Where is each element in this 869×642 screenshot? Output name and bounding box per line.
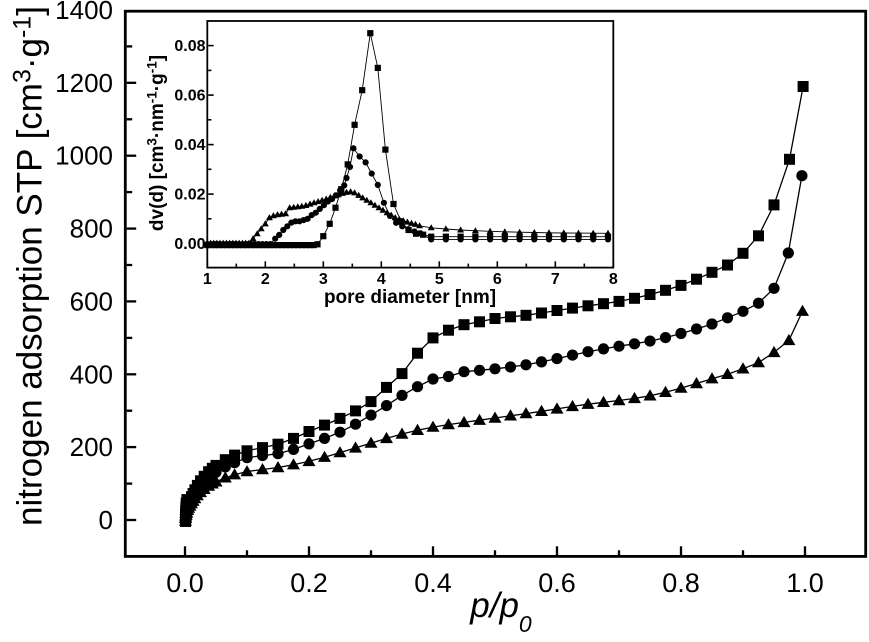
svg-text:1.0: 1.0 (786, 568, 824, 598)
svg-text:pore diameter [nm]: pore diameter [nm] (324, 287, 496, 308)
svg-text:1400: 1400 (55, 0, 113, 25)
svg-text:0.6: 0.6 (538, 568, 576, 598)
svg-text:8: 8 (609, 271, 618, 288)
svg-text:0.8: 0.8 (662, 568, 700, 598)
svg-text:0.04: 0.04 (174, 137, 205, 154)
svg-text:3: 3 (319, 271, 328, 288)
svg-text:0.00: 0.00 (174, 236, 205, 253)
svg-text:0.0: 0.0 (166, 568, 204, 598)
svg-text:1200: 1200 (55, 68, 113, 98)
svg-text:5: 5 (435, 271, 444, 288)
svg-text:1000: 1000 (55, 141, 113, 171)
svg-text:2: 2 (261, 271, 270, 288)
svg-text:nitrogen adsorption STP [cm3·g: nitrogen adsorption STP [cm3·g-1] (9, 6, 50, 526)
svg-text:0.08: 0.08 (174, 38, 205, 55)
svg-text:1: 1 (203, 271, 212, 288)
svg-text:7: 7 (551, 271, 560, 288)
svg-text:400: 400 (70, 359, 113, 389)
svg-text:0: 0 (99, 505, 113, 535)
svg-text:4: 4 (377, 271, 386, 288)
svg-text:0.2: 0.2 (290, 568, 328, 598)
svg-text:0.4: 0.4 (414, 568, 452, 598)
svg-text:600: 600 (70, 286, 113, 316)
svg-text:200: 200 (70, 432, 113, 462)
svg-text:800: 800 (70, 214, 113, 244)
svg-text:0.06: 0.06 (174, 88, 205, 105)
svg-text:0.02: 0.02 (174, 187, 205, 204)
svg-text:6: 6 (493, 271, 502, 288)
